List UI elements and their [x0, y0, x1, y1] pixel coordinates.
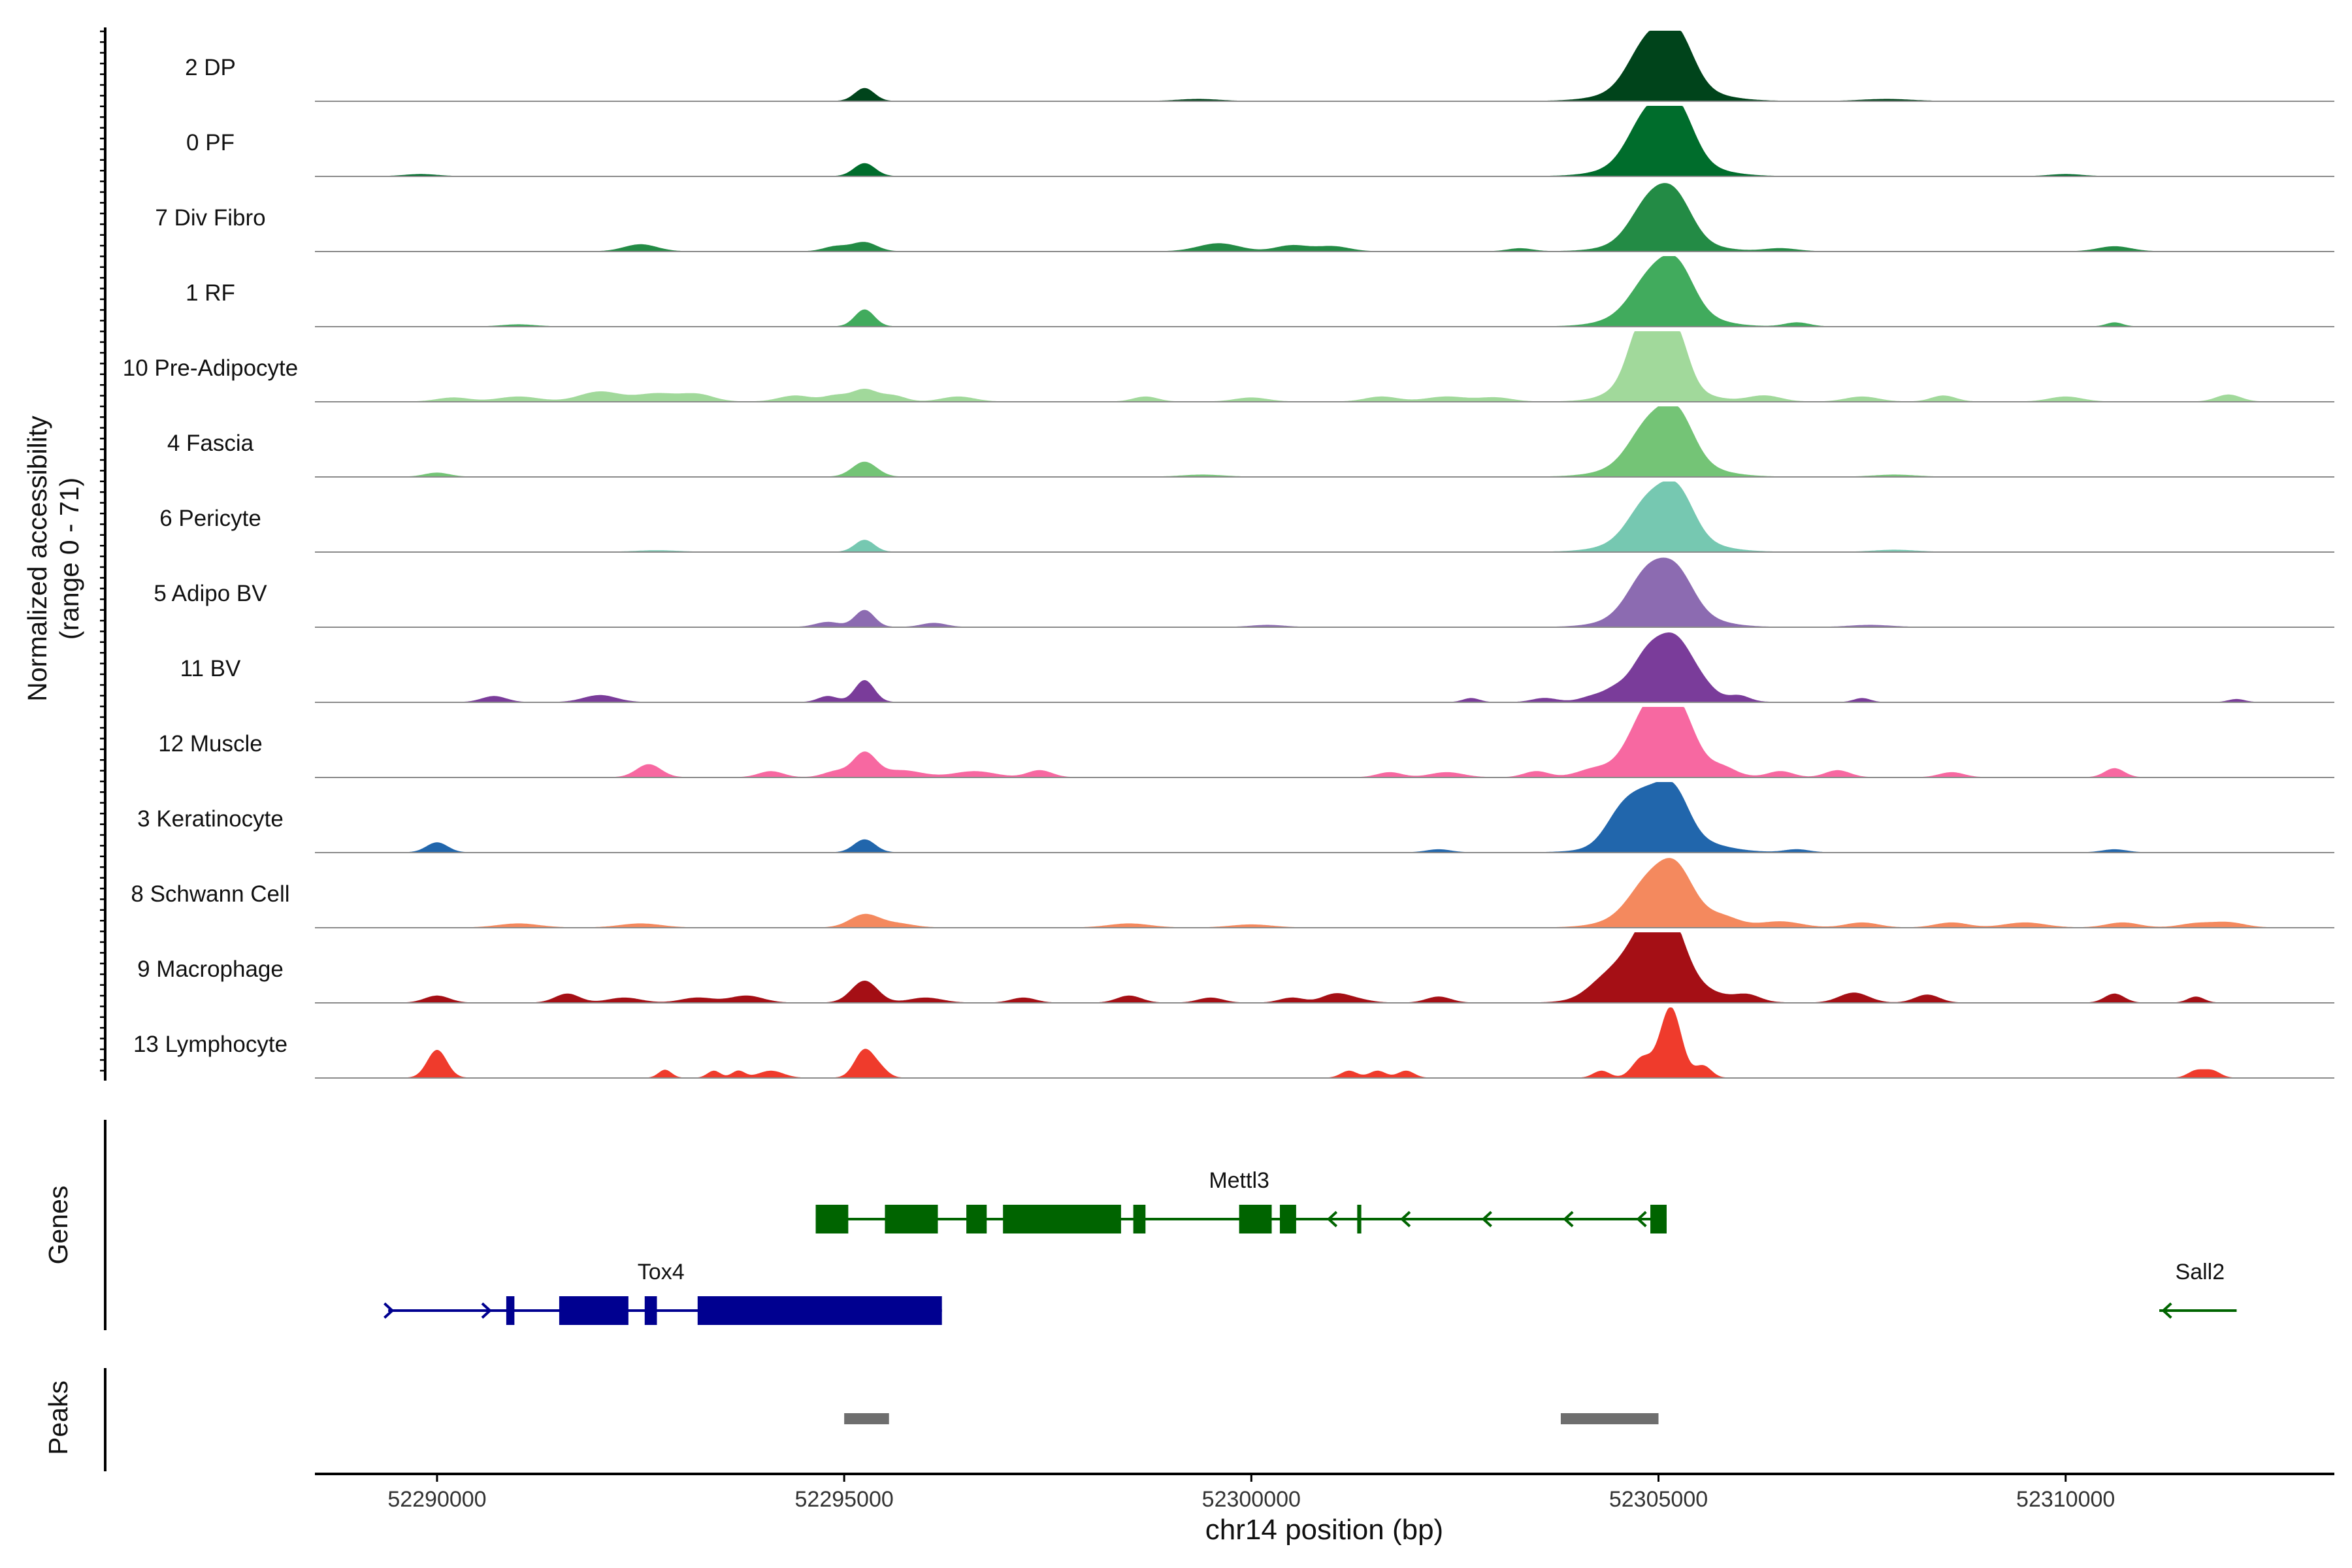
track-7-div-fibro: 7 Div Fibro [155, 183, 2334, 252]
strand-arrow [1563, 1211, 1574, 1228]
track-1-rf: 1 RF [186, 256, 2334, 327]
track-8-schwann-cell: 8 Schwann Cell [131, 858, 2334, 928]
coverage-area [315, 707, 2334, 777]
track-4-fascia: 4 Fascia [167, 406, 2334, 478]
coverage-area [315, 256, 2334, 327]
gene-exon [1279, 1205, 1296, 1233]
coverage-area [315, 782, 2334, 853]
peak-region [1560, 1413, 1659, 1424]
track-12-muscle: 12 Muscle [158, 707, 2334, 778]
gene-label: Sall2 [2176, 1260, 2225, 1284]
coverage-area [315, 557, 2334, 627]
track-label: 4 Fascia [167, 431, 254, 456]
gene-exon [1650, 1205, 1667, 1233]
strand-arrow [2161, 1302, 2172, 1319]
gene-exon [966, 1205, 987, 1233]
gene-sall2: Sall2 [2159, 1260, 2237, 1319]
x-tick-label: 52300000 [1202, 1487, 1301, 1512]
track-label: 3 Keratinocyte [137, 806, 284, 832]
track-label: 2 DP [185, 55, 236, 80]
coverage-area [315, 31, 2334, 101]
track-label: 7 Div Fibro [155, 205, 265, 231]
gene-exon [885, 1205, 938, 1233]
y-axis-title-line2: (range 0 - 71) [54, 478, 84, 640]
gene-exon [644, 1296, 657, 1325]
peaks-panel [844, 1413, 1659, 1424]
strand-arrow [1326, 1211, 1338, 1228]
strand-arrow [1481, 1211, 1492, 1228]
track-11-bv: 11 BV [180, 632, 2334, 703]
track-5-adipo-bv: 5 Adipo BV [154, 557, 2334, 628]
track-10-pre-adipocyte: 10 Pre-Adipocyte [123, 331, 2334, 402]
peak-region [844, 1413, 889, 1424]
track-2-dp: 2 DP [185, 31, 2334, 102]
gene-label: Tox4 [638, 1260, 685, 1284]
gene-exon [559, 1296, 629, 1325]
gene-annotation-panel: Mettl3 Tox4 Sall2 [384, 1168, 2237, 1325]
track-0-pf: 0 PF [186, 106, 2334, 177]
coverage-area [315, 932, 2334, 1003]
track-label: 13 Lymphocyte [133, 1032, 287, 1057]
coverage-area [315, 482, 2334, 552]
gene-exon [1357, 1205, 1362, 1233]
coverage-area [315, 331, 2334, 402]
strand-arrow [481, 1302, 492, 1319]
gene-exon [506, 1296, 515, 1325]
track-label: 9 Macrophage [137, 956, 284, 982]
gene-mettl3: Mettl3 [815, 1168, 1667, 1233]
track-label: 5 Adipo BV [154, 581, 267, 606]
gene-label: Mettl3 [1209, 1168, 1269, 1193]
peaks-panel-title: Peaks [43, 1380, 73, 1455]
gene-tox4: Tox4 [384, 1260, 942, 1325]
track-label: 0 PF [186, 130, 235, 155]
x-tick-label: 52290000 [387, 1487, 486, 1512]
x-axis-ticks: 52290000 52295000 52300000 52305000 52310000 [387, 1474, 2115, 1512]
strand-arrow [1399, 1211, 1411, 1228]
coverage-area [315, 858, 2334, 928]
coverage-area [315, 1007, 2334, 1078]
track-label: 12 Muscle [158, 731, 263, 757]
x-tick-label: 52295000 [795, 1487, 894, 1512]
x-axis-title: chr14 position (bp) [1205, 1514, 1443, 1546]
strand-arrow [1636, 1211, 1647, 1228]
track-6-pericyte: 6 Pericyte [159, 482, 2334, 553]
gene-exon [1133, 1205, 1146, 1233]
coverage-area [315, 406, 2334, 477]
track-label: 1 RF [186, 280, 235, 306]
track-9-macrophage: 9 Macrophage [137, 932, 2334, 1004]
coverage-area [315, 106, 2334, 176]
track-label: 10 Pre-Adipocyte [123, 355, 298, 381]
track-label: 6 Pericyte [159, 506, 261, 531]
track-label: 11 BV [180, 656, 241, 681]
x-tick-label: 52310000 [2016, 1487, 2115, 1512]
x-tick-label: 52305000 [1609, 1487, 1708, 1512]
genes-panel-title: Genes [43, 1186, 73, 1265]
track-3-keratinocyte: 3 Keratinocyte [137, 782, 2334, 853]
track-label: 8 Schwann Cell [131, 881, 289, 907]
coverage-area [315, 183, 2334, 252]
track-13-lymphocyte: 13 Lymphocyte [133, 1007, 2334, 1079]
coverage-tracks: 2 DP 0 PF 7 Div Fibro 1 RF 10 Pre-Adipocyte 4… [123, 31, 2334, 1079]
strand-arrow [384, 1302, 395, 1319]
y-axis-title-line1: Normalized accessibility [22, 416, 52, 702]
gene-exon [697, 1296, 942, 1325]
gene-exon [815, 1205, 849, 1233]
coverage-y-axis-ticks [100, 30, 105, 1072]
coverage-area [315, 632, 2334, 702]
gene-exon [1003, 1205, 1121, 1233]
gene-exon [1239, 1205, 1272, 1233]
